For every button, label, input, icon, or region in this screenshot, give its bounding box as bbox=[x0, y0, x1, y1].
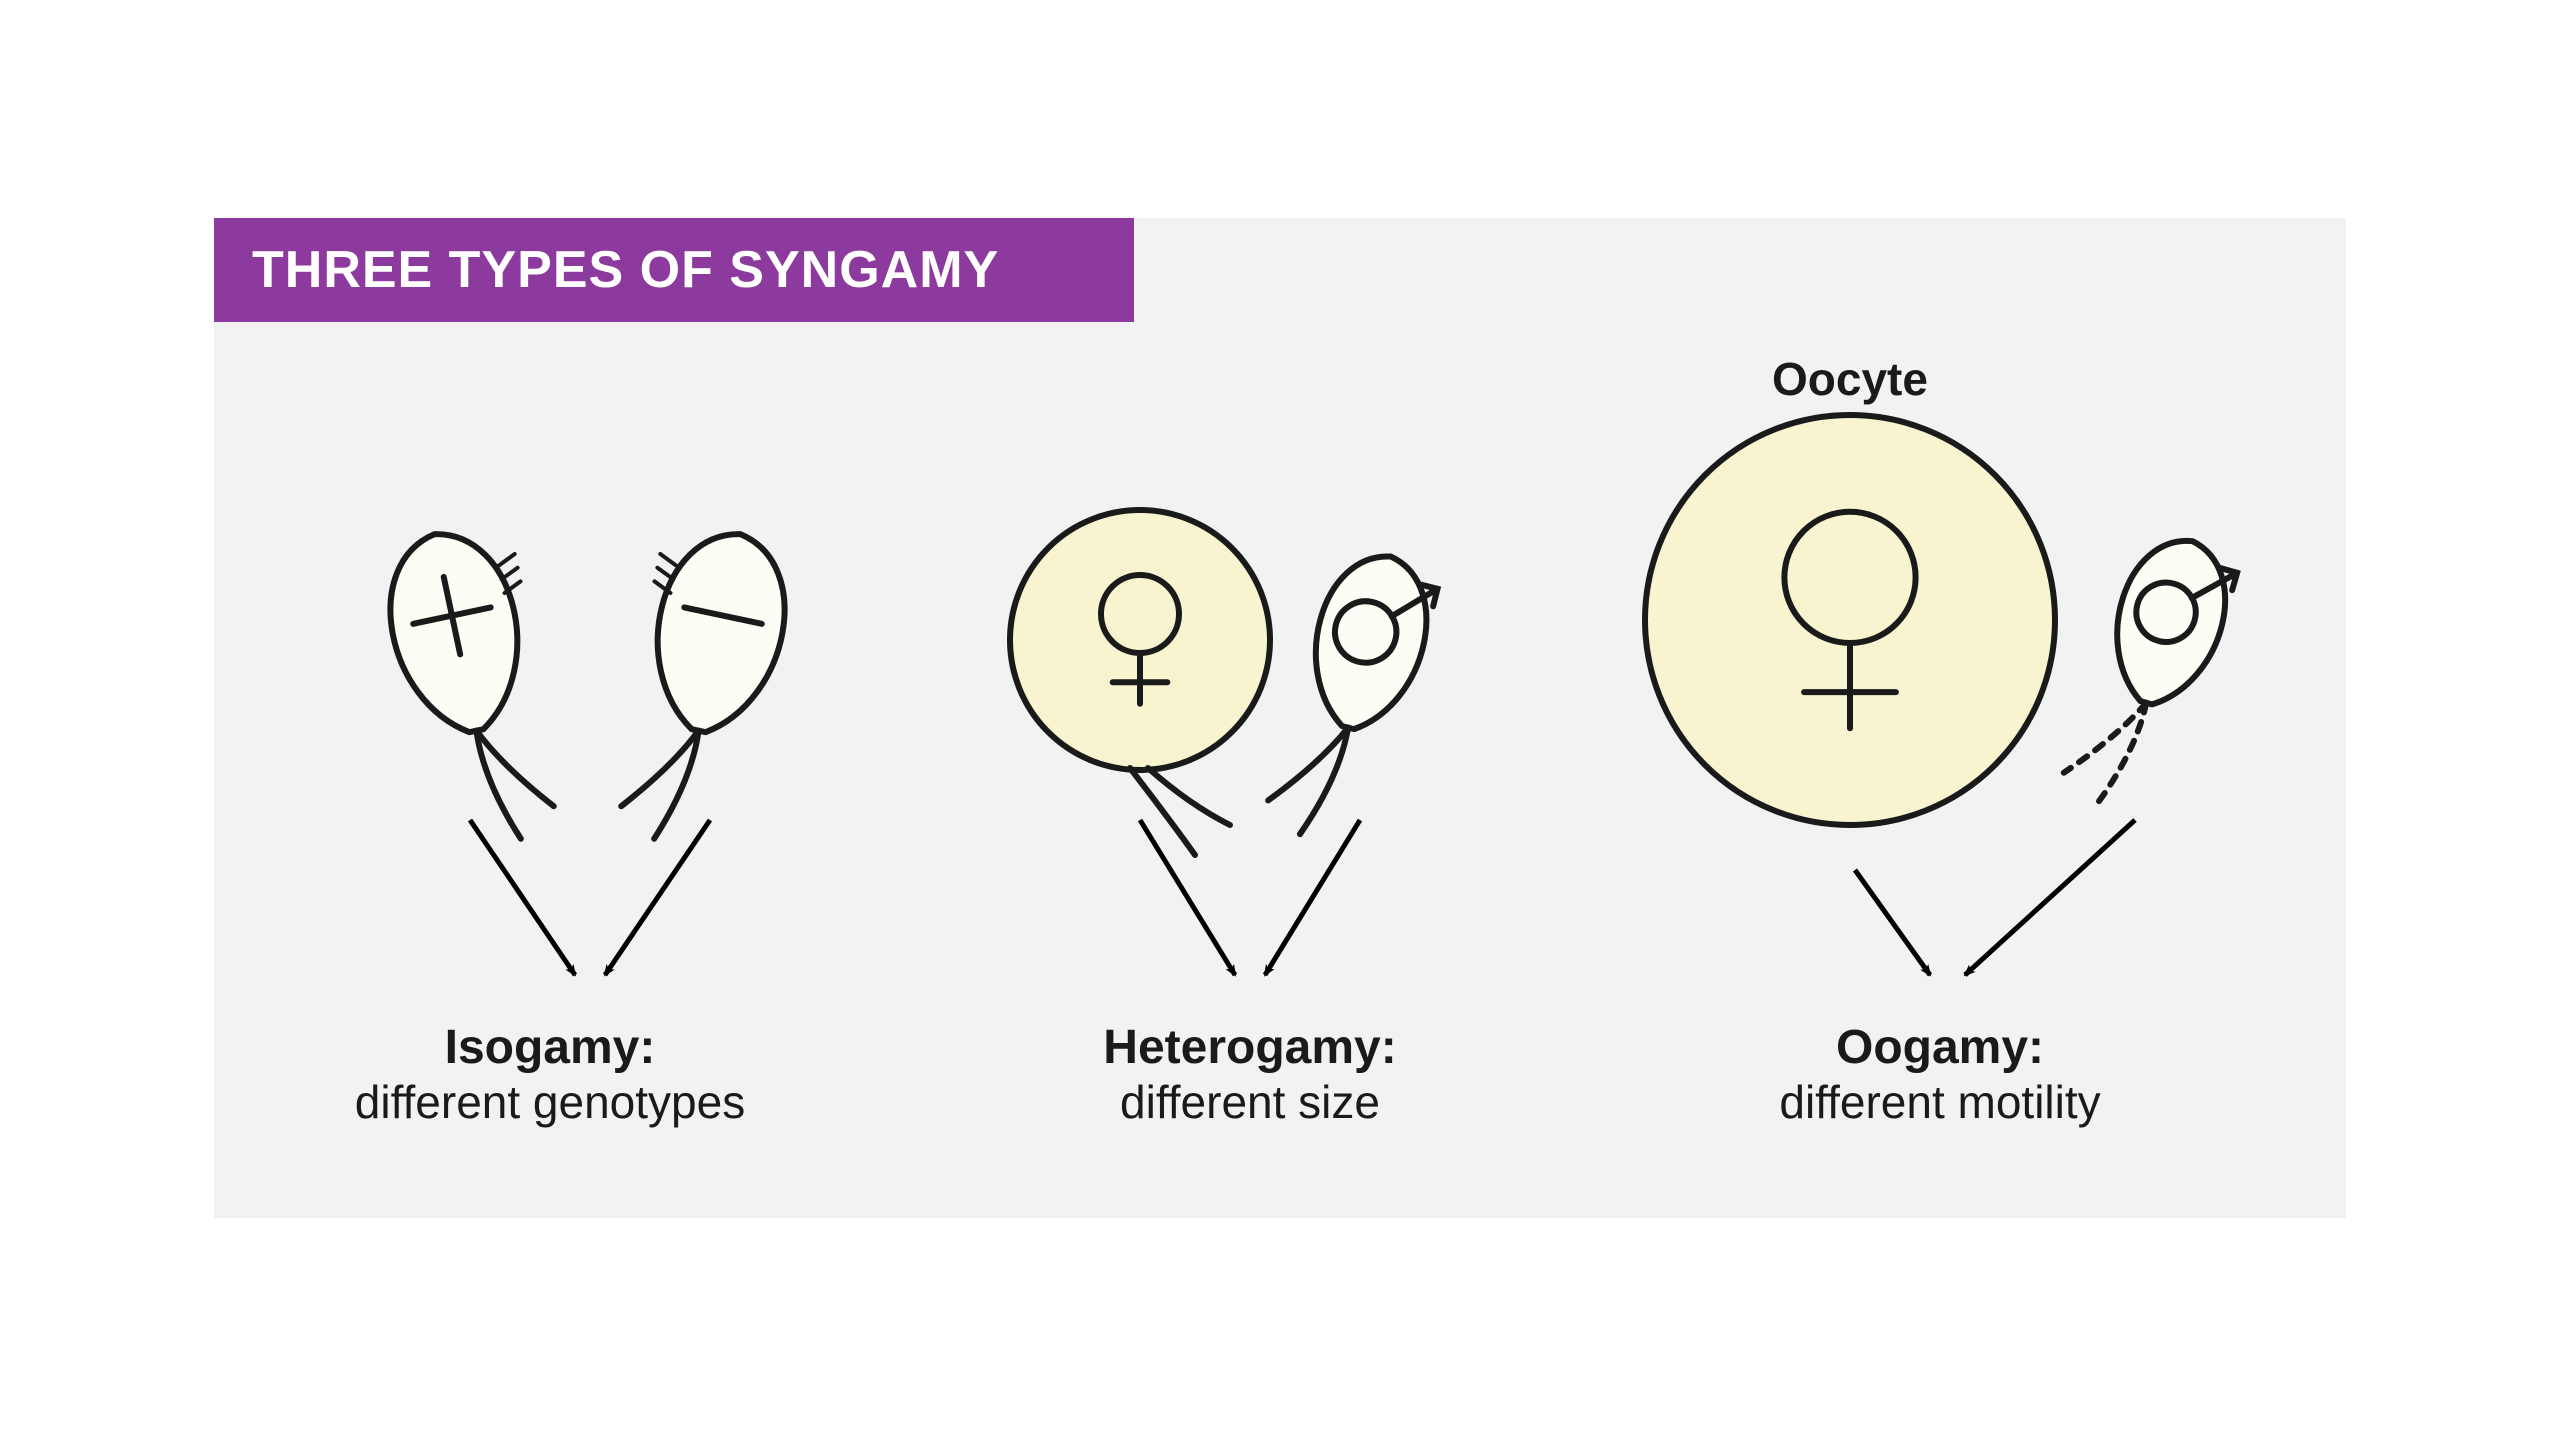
caption-term: Oogamy: bbox=[1690, 1020, 2190, 1075]
caption-oogamy: Oogamy: different motility bbox=[1690, 1020, 2190, 1129]
canvas: THREE TYPES OF SYNGAMY Oocyte Isogamy: d… bbox=[0, 0, 2560, 1440]
caption-desc: different motility bbox=[1690, 1075, 2190, 1129]
caption-heterogamy: Heterogamy: different size bbox=[1000, 1020, 1500, 1129]
caption-desc: different genotypes bbox=[300, 1075, 800, 1129]
caption-term: Heterogamy: bbox=[1000, 1020, 1500, 1075]
caption-desc: different size bbox=[1000, 1075, 1500, 1129]
caption-term: Isogamy: bbox=[300, 1020, 800, 1075]
caption-isogamy: Isogamy: different genotypes bbox=[300, 1020, 800, 1129]
syngamy-diagram bbox=[0, 0, 2560, 1440]
